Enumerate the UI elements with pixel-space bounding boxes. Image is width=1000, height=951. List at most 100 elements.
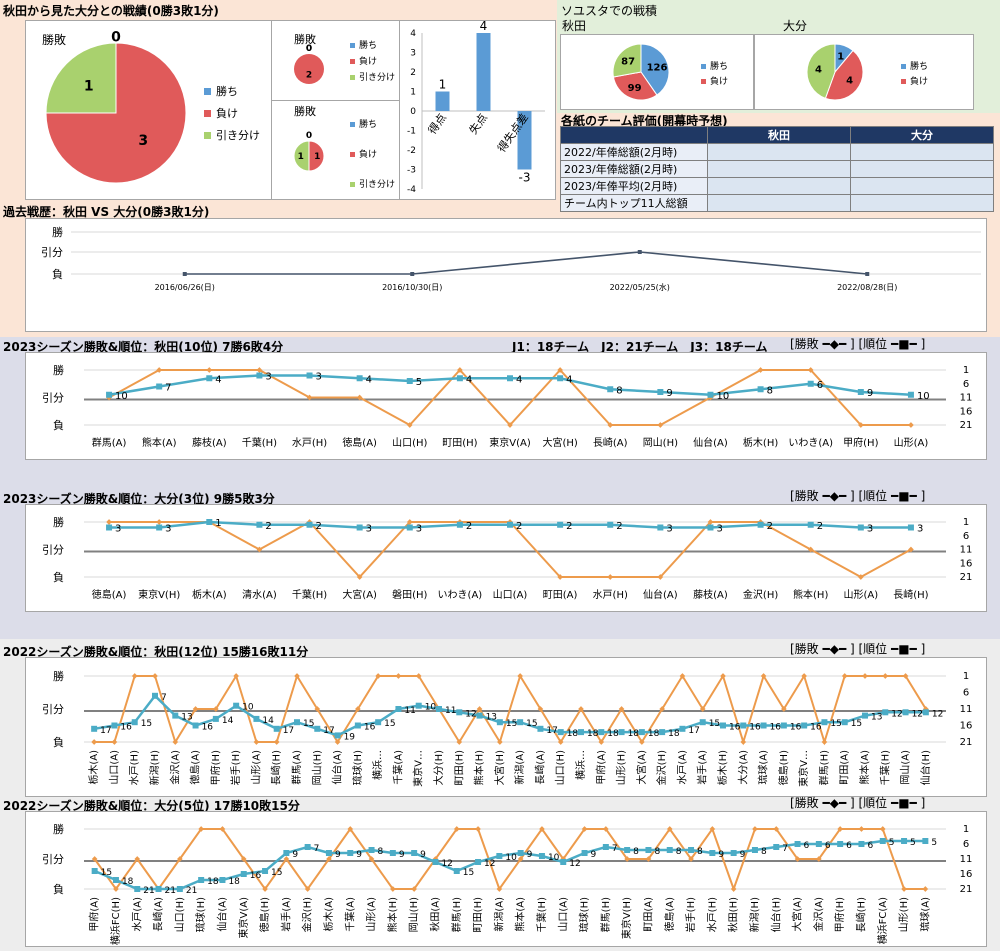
rank-data-label: 3 [115,524,121,535]
result-point [659,706,665,712]
sosuta-akita-legend: 勝ち 負け [701,59,728,89]
result-point [517,856,524,862]
result-point [807,367,814,373]
x-tick-label: 徳島(H) [258,897,271,932]
x-tick-label: 水戸(H) [129,750,141,785]
rank-data-label: 18 [648,729,660,739]
x-tick-label: 町田(H) [442,438,477,449]
x-tick-label: 千葉(H) [242,436,277,449]
result-point [537,706,544,712]
rank-point [395,706,402,712]
rank-point [557,729,564,736]
x-tick-label: 藤枝(A) [693,588,728,601]
x-tick-label: 大宮(H) [542,436,577,449]
y-tick-label: 2 [410,68,416,78]
rank-data-label: 15 [851,719,862,729]
rank-data-label: 18 [607,729,619,739]
rank-data-label: 16 [364,723,376,733]
result-point [773,826,780,832]
rank-data-label: 7 [612,844,618,854]
rank-point [882,709,889,716]
rank-point [801,722,808,729]
rank-point [707,524,714,531]
x-tick-label: 大宮(A) [342,588,377,601]
x-tick-label: 甲府(A) [88,897,101,932]
x-tick-label: 金沢(H) [743,588,778,601]
sosuta-oita-legend: 勝ち 負け [901,59,928,89]
bar [476,33,491,111]
rank-data-label: 18 [567,729,579,739]
total-pie-legend: 勝ち 負け 引き分け [204,83,260,149]
rank-point [496,853,503,859]
rank-data-label: 3 [917,524,923,535]
result-point [91,856,98,862]
rank-point [456,375,463,382]
x-tick-label: 金沢(A) [168,750,181,785]
rank-point [106,524,113,531]
pie-slice [824,49,864,101]
x-tick-label: 大宮(A) [635,750,648,785]
rank-data-label: 9 [420,850,426,860]
rank-point [192,722,199,729]
bar-data-label: -3 [519,171,531,185]
rank-point [106,391,113,398]
sosuta-akita-pie: 126 99 87 [612,43,670,101]
x-tick-label: 岩手(A) [696,750,709,785]
rank-point [432,859,439,865]
x-tick-label: 仙台(A) [693,436,728,449]
x-tick-label: 2016/06/26(日) [155,283,215,292]
rank-point [152,692,158,699]
y-level-label: 勝 [52,225,63,239]
x-tick-label: 横浜… [574,750,587,780]
rank-data-label: 4 [466,374,472,385]
history-series-line [184,251,868,275]
legend-loss: 負け [901,74,928,89]
sosuta-oita-pie: 1 4 4 [806,43,864,101]
s2022a-title: 2022シーズン勝敗&順位：秋田(12位) 15勝16敗11分 [3,645,309,659]
pie-slice [612,43,642,78]
rank-point [815,841,822,847]
x-tick-label: 熊本(H) [473,750,486,785]
y-level-label: 引分 [42,852,64,866]
rank-point [389,850,396,856]
rank-point [411,850,418,856]
rank-point [740,722,747,729]
x-tick-label: 栃木(A) [192,588,227,601]
result-point [283,856,290,862]
rank-data-label: 18 [207,877,219,887]
pie-slice [45,42,117,114]
rank-data-label: 11 [404,706,415,716]
result-point [411,886,417,892]
rank-point [415,702,422,709]
pie-slice [806,43,836,99]
sosuta-akita-panel: 126 99 87 勝ち 負け [560,34,754,110]
rank-tick-label: 21 [960,884,973,895]
rank-data-label: 8 [378,847,384,857]
result-point [152,673,158,679]
result-point [902,673,909,679]
x-tick-label: 長崎(A) [593,436,628,449]
x-tick-label: 東京V(A) [237,897,250,939]
result-point [857,422,864,428]
rank-point [666,847,673,853]
rank-point [720,722,726,729]
result-point [262,886,268,892]
rank-point [751,847,758,853]
y-level-label: 負 [53,736,64,749]
rank-data-label: 18 [587,729,599,739]
x-tick-label: 秋田(A) [428,897,441,932]
rank-point [212,715,219,722]
result-point [314,706,321,712]
rank-data-label: 18 [228,877,240,887]
x-tick-label: 甲府(A) [594,750,607,785]
legend-draw: 引き分け [204,127,260,149]
result-point [395,673,402,679]
x-tick-label: 長崎(A) [152,897,165,932]
rank-point [262,868,269,874]
result-point [91,739,97,745]
goals-bar-panel: 4 3 2 1 0 -1 -2 -3 -4 1 得点 4 失点 -3 得失点差 [399,20,556,200]
result-point [131,673,138,679]
rank-point [837,841,844,847]
result-point [334,739,341,745]
result-point [213,706,219,712]
